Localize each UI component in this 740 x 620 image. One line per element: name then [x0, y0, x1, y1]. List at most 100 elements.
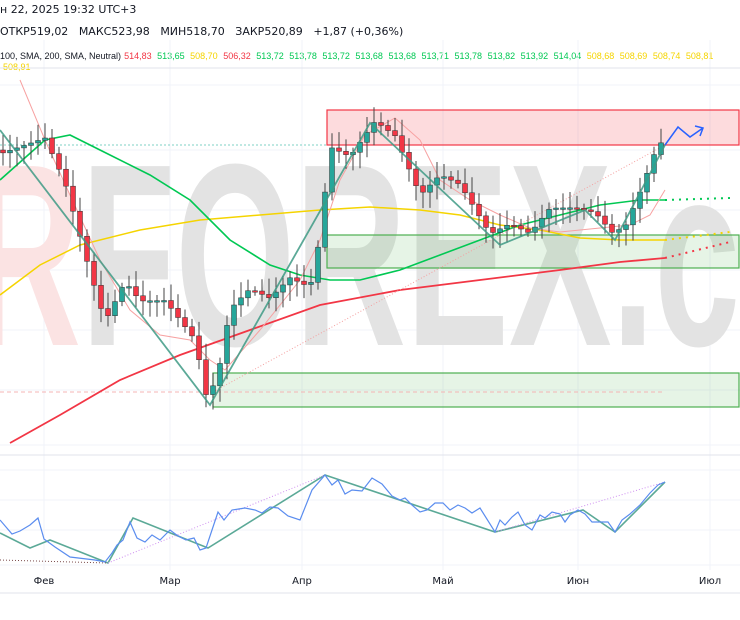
- candle-bearish: [469, 192, 475, 205]
- candle-bearish: [595, 211, 601, 217]
- candle-bearish: [259, 290, 265, 295]
- candle-bullish: [154, 300, 160, 303]
- candle-bearish: [252, 290, 258, 293]
- candle-bearish: [490, 227, 496, 233]
- candle-bearish: [518, 225, 524, 230]
- candle-bullish: [210, 385, 216, 395]
- indicator-value: 506,32: [223, 51, 251, 61]
- candle-bearish: [294, 277, 300, 282]
- candle-bullish: [630, 208, 636, 226]
- candle-bearish: [189, 326, 195, 337]
- candle-bullish: [35, 140, 41, 144]
- indicator-value: 513,65: [157, 51, 185, 61]
- indicator-value: 513,71: [421, 51, 450, 61]
- oscillator-trend-dotted: [494, 481, 666, 533]
- high-value: МАКС523,98: [78, 25, 150, 38]
- candle-bearish: [105, 308, 111, 316]
- candle-bullish: [238, 297, 244, 306]
- candle-bearish: [574, 207, 580, 210]
- candle-bullish: [315, 246, 321, 283]
- indicator-value: 513,92: [520, 51, 549, 61]
- resistance-zone: [326, 109, 740, 146]
- candle-bearish: [84, 236, 90, 262]
- candle-bearish: [182, 317, 188, 327]
- candle-bearish: [483, 215, 489, 228]
- indicator-value: 513,68: [388, 51, 416, 61]
- indicator-value: 508,91: [3, 62, 31, 72]
- candle-bullish: [7, 150, 13, 154]
- candle-bullish: [224, 325, 230, 364]
- sma-fast-line: [19, 79, 666, 371]
- indicator-value: 513,72: [256, 51, 284, 61]
- candle-bullish: [322, 191, 328, 248]
- indicator-value: 513,72: [322, 51, 350, 61]
- oscillator-trend-dotted: [0, 559, 109, 564]
- indicator-value: 508,74: [652, 51, 681, 61]
- candle-bearish: [196, 335, 202, 360]
- candle-bearish: [168, 300, 174, 309]
- candle-bullish: [441, 176, 447, 179]
- candle-bearish: [525, 228, 531, 233]
- candle-bullish: [217, 363, 223, 387]
- indicator-value: 508,70: [190, 51, 218, 61]
- candle-bullish: [308, 282, 314, 285]
- candle-bullish: [126, 286, 132, 289]
- time-axis-label: Июл: [698, 576, 722, 587]
- chart-datetime: н 22, 2025 19:32 UTC+3: [0, 3, 137, 16]
- indicator-legend[interactable]: 100, SMA, 200, SMA, Neutral) 514,83 513,6…: [0, 51, 740, 73]
- candle-bearish: [301, 280, 307, 285]
- low-value: МИН518,70: [160, 25, 225, 38]
- candle-bullish: [161, 300, 167, 303]
- indicator-value: 514,83: [124, 51, 152, 61]
- indicator-value: 513,82: [487, 51, 516, 61]
- candle-bearish: [175, 308, 181, 318]
- candle-bearish: [399, 135, 405, 153]
- candle-bullish: [553, 207, 559, 210]
- oscillator-zigzag: [0, 474, 666, 565]
- candle-bearish: [385, 125, 391, 131]
- candle-bearish: [455, 179, 461, 184]
- candle-bullish: [245, 290, 251, 299]
- candle-bearish: [91, 261, 97, 286]
- sma-yellow-line: [0, 206, 665, 296]
- candle-bearish: [49, 137, 55, 154]
- candle-bearish: [140, 295, 146, 302]
- candle-bullish: [28, 142, 34, 146]
- indicator-value: 513,78: [454, 51, 483, 61]
- trend-line-dotted: [212, 144, 666, 393]
- candle-bullish: [623, 224, 629, 230]
- time-axis-label: Фев: [33, 576, 55, 587]
- time-axis-label: Апр: [292, 576, 312, 587]
- candle-bullish: [147, 300, 153, 303]
- candle-bullish: [280, 284, 286, 293]
- candle-bullish: [567, 207, 573, 210]
- candle-bearish: [609, 223, 615, 233]
- candle-bullish: [364, 132, 370, 143]
- forecast-arrow: [664, 125, 704, 146]
- candle-bearish: [77, 210, 83, 237]
- indicator-value: 508,81: [685, 51, 714, 61]
- candle-bullish: [504, 224, 510, 230]
- candle-bullish: [112, 301, 118, 316]
- indicator-value: 508,68: [586, 51, 615, 61]
- candle-bullish: [21, 145, 27, 149]
- candle-bullish: [287, 277, 293, 286]
- candle-bearish: [98, 285, 104, 309]
- candle-bearish: [602, 215, 608, 225]
- candle-bearish: [392, 130, 398, 136]
- open-value: ОТКР519,02: [0, 25, 69, 38]
- zigzag-line: [0, 121, 666, 407]
- candle-bullish: [539, 217, 545, 228]
- candle-bearish: [133, 286, 139, 297]
- candle-bearish: [462, 183, 468, 194]
- support-zone-lower: [212, 372, 740, 408]
- candle-bearish: [413, 168, 419, 186]
- time-axis-label: Июн: [566, 576, 590, 587]
- candle-bullish: [560, 207, 566, 210]
- candle-bullish: [651, 154, 657, 174]
- indicator-value: 513,68: [355, 51, 383, 61]
- indicator-value: 513,78: [289, 51, 317, 61]
- candle-bearish: [588, 209, 594, 212]
- candle-bearish: [378, 122, 384, 126]
